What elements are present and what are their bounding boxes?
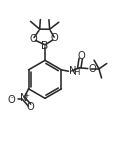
Text: B: B	[41, 41, 49, 51]
Text: O: O	[26, 102, 34, 112]
Text: N: N	[69, 66, 77, 76]
Text: O: O	[51, 33, 59, 43]
Text: H: H	[73, 68, 80, 77]
Text: O: O	[89, 64, 97, 74]
Text: O: O	[77, 51, 85, 61]
Text: +: +	[24, 93, 30, 99]
Text: N: N	[20, 93, 27, 103]
Text: O: O	[7, 95, 15, 105]
Text: O: O	[29, 34, 37, 44]
Text: -: -	[11, 95, 14, 101]
